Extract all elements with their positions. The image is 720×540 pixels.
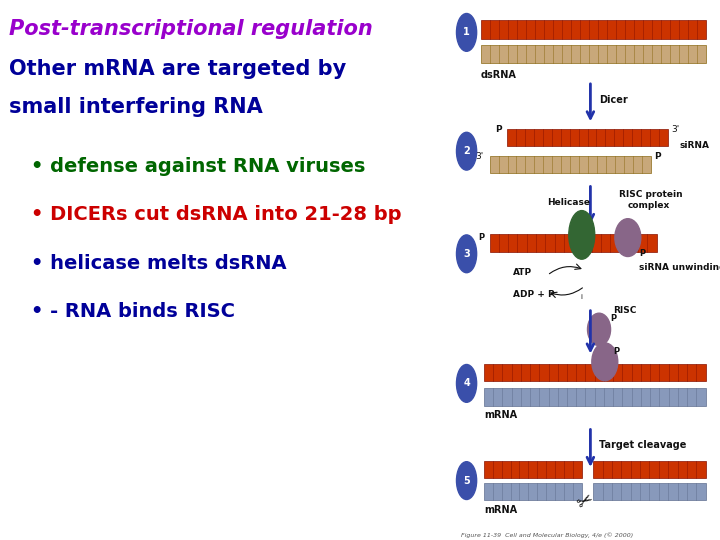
- Text: RISC protein: RISC protein: [619, 190, 683, 199]
- Text: • - RNA binds RISC: • - RNA binds RISC: [31, 302, 235, 321]
- FancyBboxPatch shape: [481, 20, 706, 39]
- FancyBboxPatch shape: [490, 234, 657, 252]
- Text: complex: complex: [628, 201, 670, 210]
- Circle shape: [456, 132, 477, 170]
- Text: RISC: RISC: [613, 306, 636, 315]
- Circle shape: [456, 462, 477, 500]
- Circle shape: [456, 14, 477, 51]
- Circle shape: [569, 211, 595, 259]
- Text: • helicase melts dsRNA: • helicase melts dsRNA: [31, 254, 287, 273]
- Text: • DICERs cut dsRNA into 21-28 bp: • DICERs cut dsRNA into 21-28 bp: [31, 205, 402, 224]
- Text: siRNA unwinding: siRNA unwinding: [639, 263, 720, 272]
- Text: Figure 11-39  Cell and Molecular Biology, 4/e (© 2000): Figure 11-39 Cell and Molecular Biology,…: [461, 532, 633, 538]
- Text: 4: 4: [463, 379, 470, 388]
- Text: P: P: [613, 347, 620, 356]
- Text: mRNA: mRNA: [484, 505, 517, 515]
- Text: 2: 2: [463, 146, 470, 156]
- Text: small interfering RNA: small interfering RNA: [9, 97, 263, 117]
- Text: 3': 3': [475, 152, 483, 161]
- FancyBboxPatch shape: [484, 483, 582, 500]
- Ellipse shape: [615, 219, 641, 256]
- FancyBboxPatch shape: [481, 44, 706, 63]
- FancyBboxPatch shape: [484, 364, 706, 381]
- Text: Other mRNA are targeted by: Other mRNA are targeted by: [9, 59, 346, 79]
- Text: siRNA: siRNA: [680, 141, 710, 151]
- Text: dsRNA: dsRNA: [481, 70, 517, 80]
- Text: P: P: [611, 314, 617, 323]
- Text: 5: 5: [463, 476, 470, 485]
- Text: ATP: ATP: [513, 268, 532, 278]
- Circle shape: [456, 235, 477, 273]
- Text: mRNA: mRNA: [484, 410, 517, 421]
- Text: Dicer: Dicer: [599, 94, 628, 105]
- Ellipse shape: [592, 343, 618, 381]
- Text: P: P: [495, 125, 502, 134]
- Ellipse shape: [588, 313, 611, 346]
- Text: Target cleavage: Target cleavage: [599, 440, 686, 450]
- Text: ADP + P: ADP + P: [513, 290, 554, 299]
- FancyBboxPatch shape: [507, 129, 668, 146]
- Text: P: P: [639, 249, 646, 259]
- FancyBboxPatch shape: [484, 388, 706, 406]
- Text: • defense against RNA viruses: • defense against RNA viruses: [31, 157, 366, 176]
- Text: P: P: [654, 152, 660, 161]
- FancyBboxPatch shape: [593, 483, 706, 500]
- Text: ✂: ✂: [573, 490, 597, 514]
- Text: i: i: [580, 294, 582, 300]
- Text: Post-transcriptional regulation: Post-transcriptional regulation: [9, 19, 373, 39]
- FancyBboxPatch shape: [593, 461, 706, 478]
- Text: 3': 3': [671, 125, 679, 134]
- Circle shape: [456, 364, 477, 402]
- Text: 1: 1: [463, 28, 470, 37]
- Text: 3: 3: [463, 249, 470, 259]
- Text: Helicase: Helicase: [547, 198, 590, 207]
- Text: P: P: [478, 233, 485, 242]
- FancyBboxPatch shape: [490, 156, 651, 173]
- FancyBboxPatch shape: [484, 461, 582, 478]
